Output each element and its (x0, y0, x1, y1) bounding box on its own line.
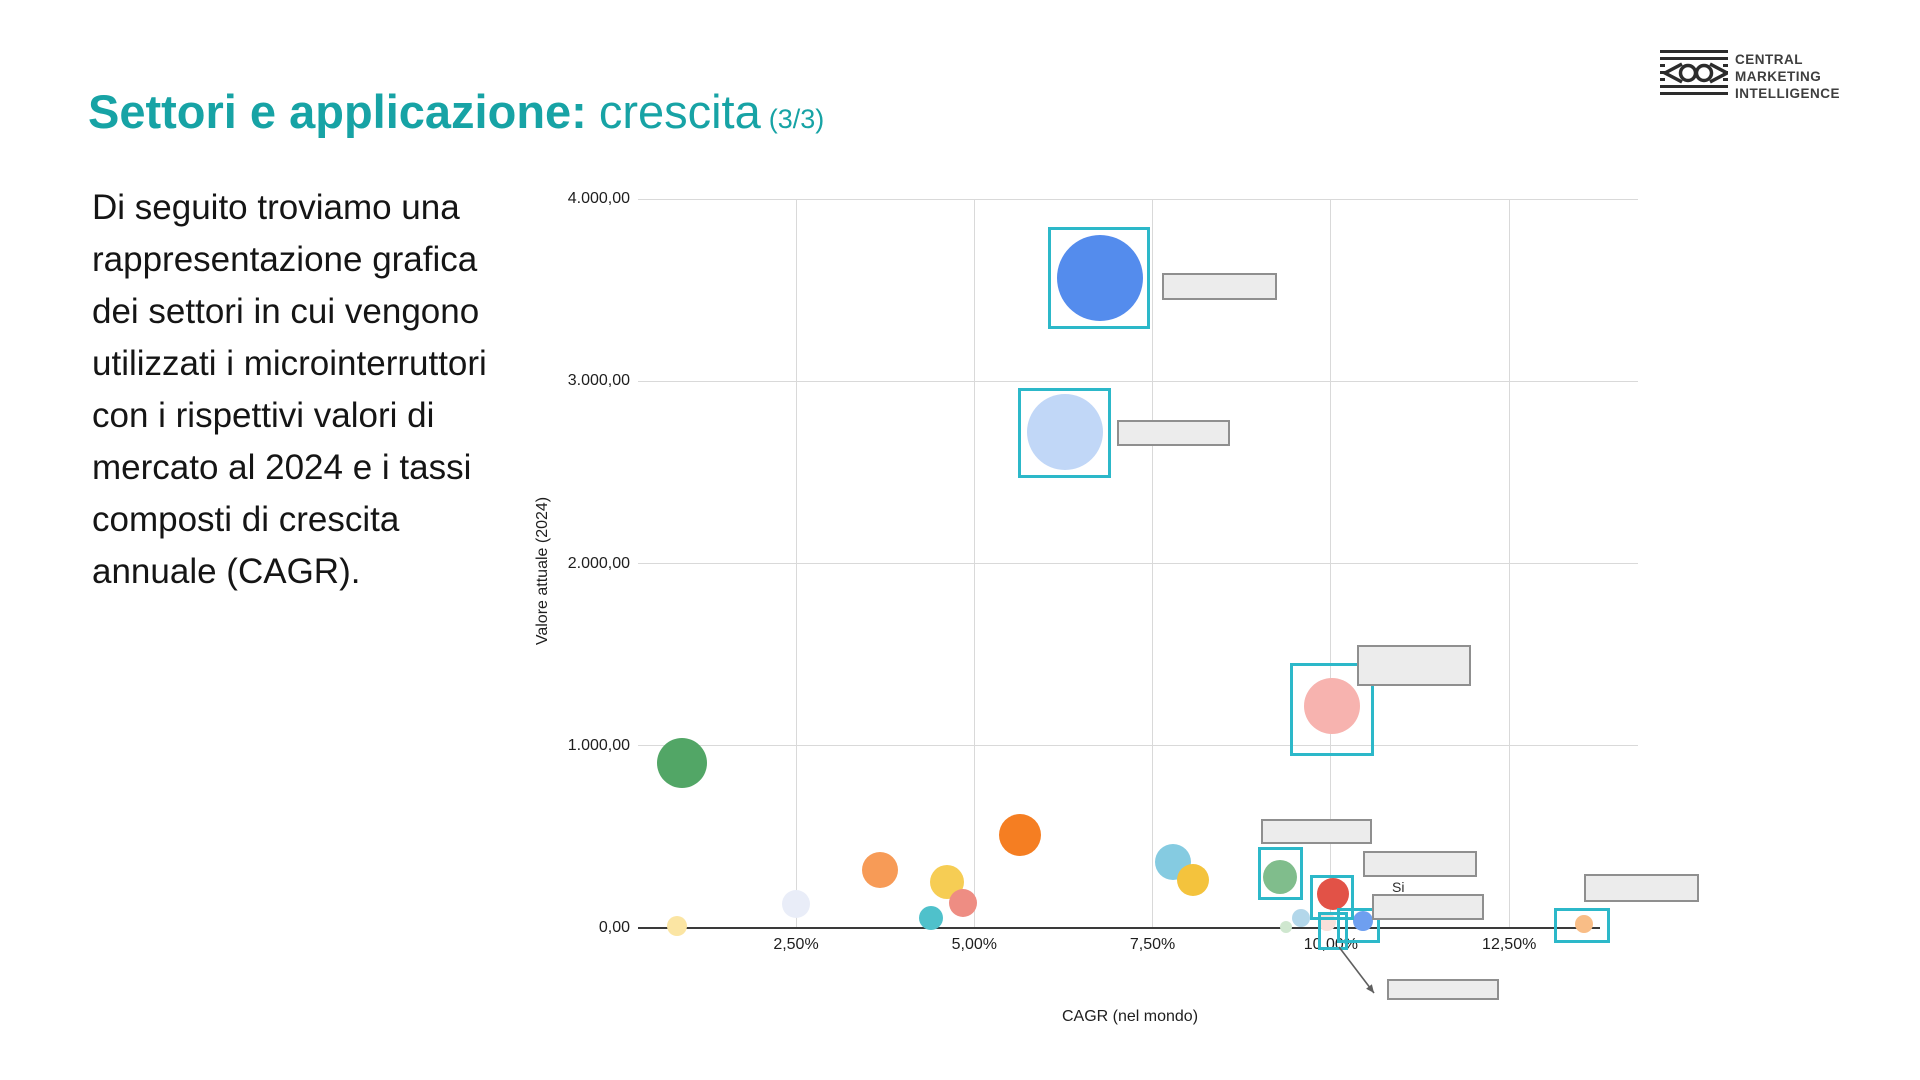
y-gridline (638, 745, 1638, 747)
chart-bubble-2[interactable] (1026, 394, 1103, 471)
redacted-label-box-6[interactable] (1372, 894, 1484, 920)
chart-bubble-8[interactable] (1177, 864, 1210, 897)
y-tick-label: 4.000,00 (567, 190, 630, 207)
selection-box-1 (1048, 227, 1150, 329)
redacted-label-box-1[interactable] (1162, 273, 1277, 300)
chart-bubble-3[interactable] (1304, 678, 1361, 735)
y-tick-label: 3.000,00 (567, 372, 630, 390)
chart-bubble-4[interactable] (656, 738, 707, 789)
logo-line-1: CENTRAL (1735, 52, 1803, 67)
y-gridline (638, 563, 1638, 564)
redacted-label-box-4[interactable] (1261, 819, 1372, 844)
page-title-counter: (3/3) (768, 104, 825, 134)
selection-box-8 (1554, 908, 1610, 943)
page-title-regular: crescita (598, 85, 761, 138)
selection-box-4 (1258, 847, 1303, 900)
y-gridline (638, 198, 1638, 200)
chart-bubble-19[interactable] (1352, 911, 1373, 932)
intro-paragraph: Di seguito troviamo una rappresentazione… (92, 188, 487, 591)
selection-box-2 (1018, 388, 1111, 478)
page-title-bold: Settori e applicazione: (88, 85, 587, 138)
y-tick-label: 1.000,00 (567, 736, 630, 754)
y-tick-label: 2.000,00 (567, 554, 630, 572)
redacted-label-box-7[interactable] (1584, 874, 1699, 902)
x-gridline (1330, 199, 1332, 928)
x-gridline (795, 199, 797, 928)
redacted-label-box-3[interactable] (1357, 645, 1471, 686)
logo-line-2: MARKETING (1735, 69, 1822, 84)
x-tick-label: 5,00% (951, 936, 997, 953)
chart-bubble-5[interactable] (998, 814, 1041, 857)
y-gridline (638, 380, 1638, 382)
annotation-arrow (1338, 946, 1375, 994)
chart-bubble-6[interactable] (862, 852, 899, 889)
chart-bubble-1[interactable] (1056, 235, 1143, 322)
x-gridline (1152, 199, 1154, 928)
partial-label-text: Si (1392, 879, 1405, 895)
x-tick-label: 2,50% (773, 936, 819, 953)
logo: CENTRAL MARKETING INTELLIGENCE (1660, 48, 1840, 105)
chart-bubble-10[interactable] (948, 889, 977, 918)
redacted-label-box-2[interactable] (1117, 420, 1230, 446)
chart-bubble-14[interactable] (1279, 921, 1292, 934)
chart-bubble-15[interactable] (1291, 908, 1310, 927)
x-gridline (1508, 199, 1510, 928)
selection-box-6 (1318, 912, 1348, 950)
x-tick-label: 7,50% (1129, 936, 1176, 953)
redacted-label-box-5[interactable] (1363, 851, 1477, 877)
selection-box-7 (1337, 908, 1380, 943)
selection-box-5 (1310, 875, 1354, 920)
logo-eye-stripes-icon (1660, 48, 1731, 105)
chart-bubble-18[interactable] (1317, 878, 1350, 911)
x-gridline (973, 199, 975, 928)
x-tick-label: 12,50% (1482, 936, 1537, 953)
chart-bubble-20[interactable] (1575, 914, 1594, 933)
selection-box-3 (1290, 663, 1374, 756)
x-axis-line (638, 927, 1600, 929)
page-title: Settori e applicazione: crescita (3/3) (88, 84, 824, 139)
chart-bubble-11[interactable] (918, 905, 943, 930)
y-tick-label: 0,00 (598, 919, 630, 936)
redacted-label-box-8[interactable] (1387, 979, 1499, 1000)
x-axis-title: CAGR (nel mondo) (1061, 1008, 1199, 1025)
chart-bubble-13[interactable] (666, 915, 687, 936)
logo-line-3: INTELLIGENCE (1735, 86, 1841, 101)
chart-bubble-17[interactable] (1263, 859, 1298, 894)
chart-bubble-12[interactable] (782, 889, 810, 918)
